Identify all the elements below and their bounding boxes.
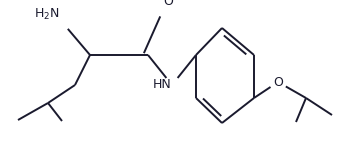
Text: H$_2$N: H$_2$N bbox=[35, 7, 60, 22]
Text: O: O bbox=[273, 75, 283, 88]
Text: O: O bbox=[163, 0, 173, 8]
Text: HN: HN bbox=[152, 78, 171, 92]
